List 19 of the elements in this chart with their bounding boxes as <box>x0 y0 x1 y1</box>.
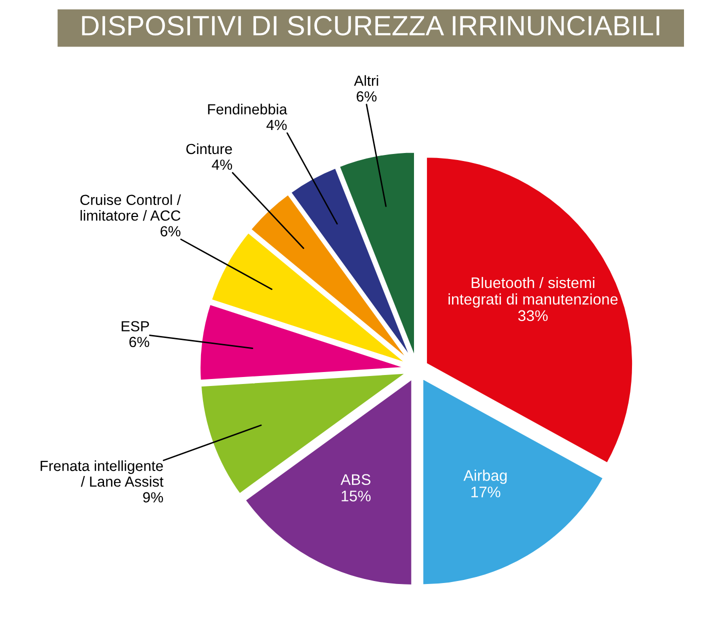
slice-label: Altri <box>354 75 378 86</box>
data-label: 6% <box>129 336 150 348</box>
slice-label: Airbag <box>464 470 507 484</box>
slice-label: Cruise Control / limitatore / ACC <box>80 194 181 221</box>
slice-label: ABS <box>340 474 370 485</box>
data-label: 4% <box>212 160 232 170</box>
slice-label: Fendinebbia <box>208 104 288 114</box>
slice-label: ESP <box>122 321 149 332</box>
data-label: 6% <box>160 226 180 236</box>
data-label: 33% <box>518 310 548 322</box>
data-label: 17% <box>471 486 500 498</box>
slice-label: Frenata intelligente / Lane Assist <box>40 460 164 487</box>
chart-title: DISPOSITIVI DI SICUREZZA IRRINUNCIABILI <box>82 16 660 36</box>
data-label: 9% <box>143 492 164 502</box>
data-label: 6% <box>356 91 377 102</box>
data-label: 15% <box>342 490 371 502</box>
slice-label: Cinture <box>186 143 232 154</box>
slice-label: Bluetooth / sistemi integrati di manutenzione <box>448 276 618 308</box>
data-label: 4% <box>266 120 287 130</box>
